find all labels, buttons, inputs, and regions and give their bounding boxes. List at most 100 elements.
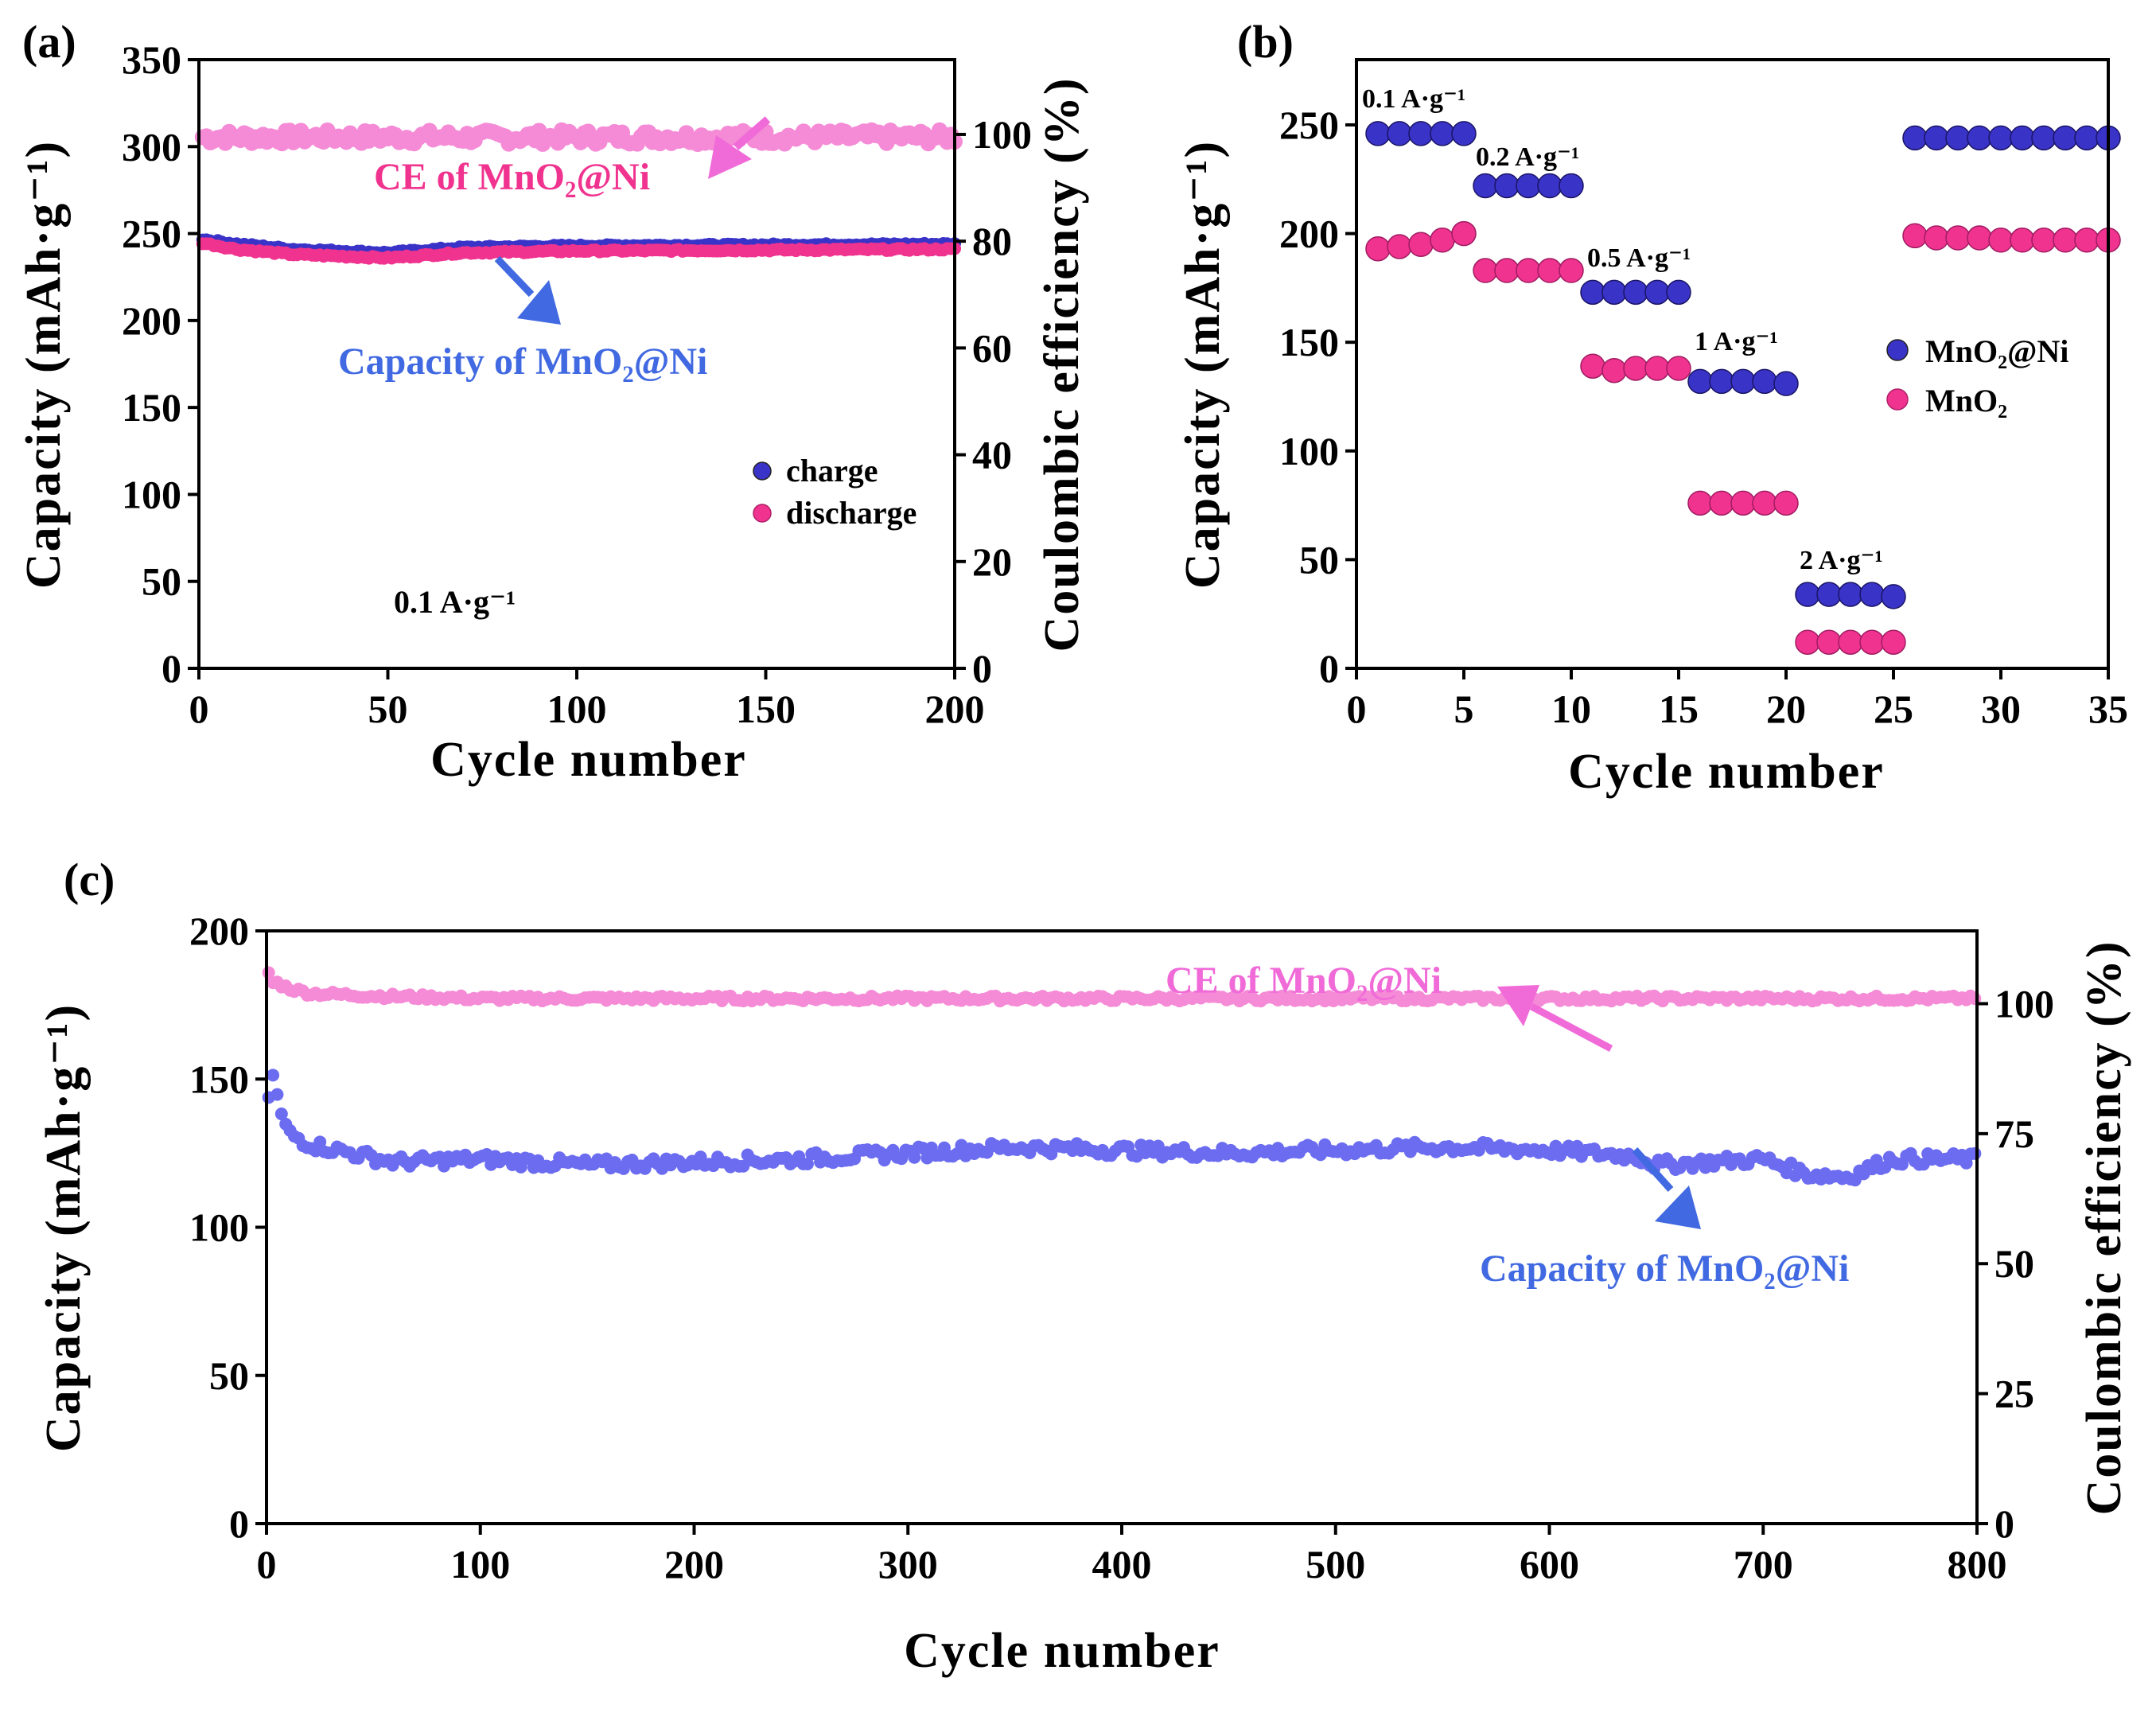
legend-charge-marker bbox=[753, 461, 772, 481]
panel-a-capacity-arrow bbox=[494, 255, 561, 325]
panel-b-mno2ni-point bbox=[1709, 368, 1734, 395]
panel-b-ytick-label: 50 bbox=[1299, 537, 1339, 582]
panel-b-mno2-point bbox=[1967, 225, 1992, 251]
panel-c-y2tick-label: 0 bbox=[1994, 1501, 2014, 1546]
panel-c-ytick-label: 200 bbox=[189, 909, 249, 953]
panel-c-ytick-label: 150 bbox=[189, 1057, 249, 1101]
panel-b-mno2ni-point bbox=[1859, 582, 1885, 607]
panel-a-y2tick-label: 80 bbox=[972, 219, 1012, 263]
panel-b-mno2ni-point bbox=[1365, 121, 1391, 146]
panel-a-xtick-label: 150 bbox=[736, 687, 796, 731]
panel-a-y2tick-label: 20 bbox=[972, 539, 1012, 584]
panel-b-mno2ni-point bbox=[1816, 582, 1842, 607]
panel-c-xtick-label: 200 bbox=[664, 1542, 724, 1586]
panel-a-ce-arrow bbox=[708, 116, 771, 179]
panel-c-capacity-point bbox=[800, 1157, 814, 1170]
panel-b-mno2ni-point bbox=[1623, 279, 1648, 306]
panel-a: (a) 0 50 100 150 200050100150200250300350020… bbox=[17, 16, 1089, 787]
panel-c-ytick-label: 100 bbox=[189, 1205, 249, 1250]
legend-discharge-label: discharge bbox=[786, 495, 916, 531]
panel-c-xtick-label: 700 bbox=[1734, 1542, 1793, 1586]
panel-c-capacity-annotation: Capacity of MnO₂@Ni bbox=[1480, 1248, 1849, 1290]
panel-b-mno2-point bbox=[1988, 228, 2014, 253]
panel-b-mno2-point bbox=[1795, 629, 1820, 655]
panel-b-mno2ni-point bbox=[2053, 125, 2078, 151]
panel-b-mno2ni-point bbox=[1537, 173, 1563, 199]
panel-b-mno2-point bbox=[1601, 357, 1627, 383]
panel-c-marks bbox=[262, 966, 1982, 1187]
panel-c-capacity-point bbox=[274, 1108, 288, 1121]
panel-b-mno2ni-point bbox=[1473, 173, 1498, 199]
panel-a-ticks: 0 50 100 150 2000501001502002503003500204060… bbox=[122, 37, 1032, 731]
panel-b-mno2ni-point bbox=[1838, 582, 1863, 607]
panel-c-xtick-label: 600 bbox=[1520, 1542, 1579, 1586]
panel-b-mno2ni-point bbox=[1559, 173, 1584, 199]
legend-charge-label: charge bbox=[786, 453, 878, 489]
panel-c-y2label: Coulombic efficiency (%) bbox=[2077, 940, 2131, 1516]
panel-b-mno2-point bbox=[1902, 223, 1928, 249]
panel-a-ytick-label: 50 bbox=[142, 559, 181, 604]
panel-b-mno2ni-point bbox=[1752, 368, 1777, 395]
panel-b-xtick-label: 25 bbox=[1874, 687, 1913, 731]
panel-b-ytick-label: 250 bbox=[1279, 103, 1339, 147]
panel-a-ytick-label: 100 bbox=[122, 472, 181, 516]
panel-b-mno2ni-point bbox=[1451, 121, 1477, 146]
panel-a-ce-annotation: CE of MnO₂@Ni bbox=[374, 156, 650, 198]
legend-mno2ni-marker bbox=[1886, 339, 1909, 361]
panel-c-xtick-label: 800 bbox=[1948, 1542, 2007, 1586]
panel-b-legend: MnO₂@Ni MnO₂ bbox=[1886, 333, 2068, 418]
panel-c-ce-annotation: CE of MnO₂@Ni bbox=[1166, 960, 1442, 1002]
panel-c-ylabel: Capacity (mAh·g⁻¹) bbox=[37, 1003, 91, 1452]
panel-b-mno2ni-point bbox=[1730, 368, 1756, 395]
panel-b-mno2ni-point bbox=[1773, 371, 1799, 396]
panel-b-mno2-point bbox=[1387, 234, 1412, 259]
panel-b-mno2-point bbox=[2010, 228, 2035, 253]
panel-c-xtick-label: 100 bbox=[450, 1542, 510, 1586]
panel-b-mno2-point bbox=[1773, 490, 1799, 516]
panel-b-rate-label-1: 0.1 A·g⁻¹ bbox=[1362, 84, 1465, 114]
panel-c-capacity-point bbox=[270, 1088, 284, 1101]
panel-b-mno2-point bbox=[1580, 353, 1605, 379]
panel-a-ytick-label: 200 bbox=[122, 298, 181, 343]
panel-a-y2tick-label: 60 bbox=[972, 325, 1012, 370]
panel-b-mno2-point bbox=[1473, 258, 1498, 283]
panel-b-mno2ni-point bbox=[2031, 125, 2057, 151]
panel-b-marks bbox=[1365, 121, 2121, 655]
panel-b-rate-label-5: 2 A·g⁻¹ bbox=[1800, 546, 1883, 575]
panel-b-mno2-point bbox=[1924, 225, 1949, 251]
panel-b-xtick-label: 35 bbox=[2088, 687, 2128, 731]
panel-b-ticks: 0 5 10 15 20 25 30 35 0 50 100 150 200 250 bbox=[1279, 103, 2128, 731]
panel-a-y2label: Coulombic efficiency (%) bbox=[1035, 77, 1089, 652]
panel-a-y2tick-label: 0 bbox=[972, 646, 992, 691]
panel-b-mno2-point bbox=[2074, 228, 2100, 253]
panel-b-mno2-point bbox=[1709, 490, 1734, 516]
panel-b-mno2-point bbox=[1537, 258, 1563, 283]
panel-b-xtick-label: 30 bbox=[1981, 687, 2021, 731]
panel-b-rate-label-3: 0.5 A·g⁻¹ bbox=[1587, 243, 1691, 273]
panel-b-mno2-point bbox=[2053, 228, 2078, 253]
panel-b-mno2ni-point bbox=[1601, 279, 1627, 306]
panel-a-y2tick-label: 40 bbox=[972, 433, 1012, 477]
panel-a-ylabel: Capacity (mAh·g⁻¹) bbox=[17, 140, 71, 589]
panel-a-rate-label: 0.1 A·g⁻¹ bbox=[394, 584, 516, 620]
panel-a-ytick-label: 150 bbox=[122, 385, 181, 430]
panel-c-ytick-label: 0 bbox=[229, 1501, 249, 1546]
panel-b-xtick-label: 15 bbox=[1659, 687, 1699, 731]
panel-b-mno2ni-point bbox=[1795, 582, 1820, 607]
panel-b-mno2ni-point bbox=[1945, 125, 1971, 151]
panel-b-mno2-point bbox=[1816, 629, 1842, 655]
panel-b-mno2ni-point bbox=[1387, 121, 1412, 146]
panel-a-ytick-label: 350 bbox=[122, 37, 181, 82]
panel-c-capacity-point bbox=[267, 1069, 280, 1082]
panel-c: (c) 0 100 200 300 400 500 600 700 80005010015020… bbox=[37, 854, 2131, 1678]
panel-a-xtick-label: 100 bbox=[547, 687, 607, 731]
panel-c-xtick-label: 300 bbox=[878, 1542, 938, 1586]
panel-b-mno2-point bbox=[2031, 228, 2057, 253]
legend-mno2-label: MnO₂ bbox=[1925, 383, 2007, 418]
panel-b-mno2ni-point bbox=[1881, 584, 1906, 609]
panel-b-mno2-point bbox=[1559, 258, 1584, 283]
panel-b-mno2-point bbox=[1838, 629, 1863, 655]
panel-b-mno2ni-point bbox=[2074, 125, 2100, 151]
panel-b-mno2-point bbox=[1365, 236, 1391, 262]
